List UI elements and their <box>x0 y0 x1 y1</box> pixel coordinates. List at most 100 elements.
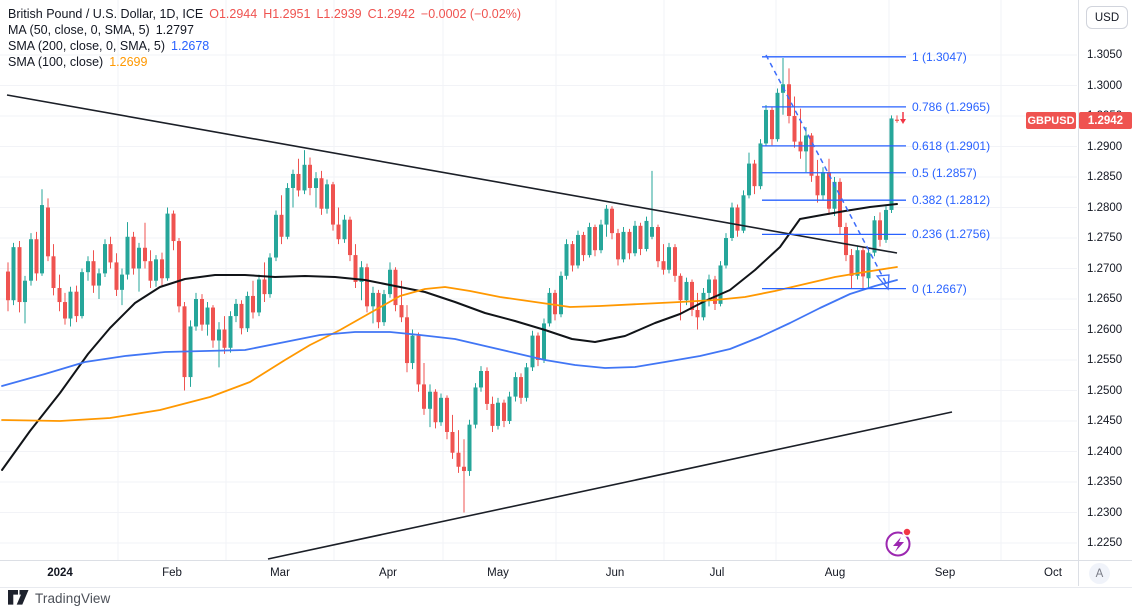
candle-body <box>393 269 398 306</box>
candle-body <box>131 236 136 269</box>
candle-body <box>650 227 654 237</box>
candle-body <box>587 227 592 256</box>
candle-body <box>690 281 694 310</box>
candle-body <box>752 163 757 187</box>
candle-body <box>51 256 56 289</box>
price-tick-label: 1.3050 <box>1087 49 1123 61</box>
trendline[interactable] <box>267 411 953 560</box>
candle-body <box>125 236 130 275</box>
candle-body <box>200 299 204 325</box>
candle-body <box>775 92 780 140</box>
candle-body <box>291 173 295 188</box>
candle-body <box>120 274 124 290</box>
candle-body <box>735 207 740 231</box>
candle-body <box>257 279 261 313</box>
price-tick-label: 1.2350 <box>1087 476 1123 488</box>
candle-body <box>86 261 90 273</box>
candle-body <box>205 307 210 325</box>
ma50-line[interactable] <box>1 203 898 471</box>
price-tick-label: 1.2700 <box>1087 262 1123 275</box>
currency-toggle-button[interactable]: USD <box>1086 6 1128 29</box>
candle-body <box>416 335 421 385</box>
fib-level-label: 0.618 (1.2901) <box>912 138 991 153</box>
candle-body <box>849 255 854 276</box>
change-value: −0.0002 (−0.02%) <box>420 7 521 21</box>
candle-body <box>707 279 711 293</box>
candle-body <box>342 219 347 240</box>
candle-body <box>148 261 153 281</box>
auto-scale-badge[interactable]: A <box>1089 563 1110 584</box>
candle-body <box>513 377 518 397</box>
dashed-trend-arrow[interactable] <box>765 54 887 284</box>
candle-body <box>91 261 96 286</box>
price-tick-label: 1.2600 <box>1087 323 1123 336</box>
candle-body <box>627 231 632 254</box>
price-axis[interactable]: 1.30501.30001.29501.29001.28501.28001.27… <box>1078 0 1132 560</box>
ohlc-high: H1.2951 <box>263 7 311 21</box>
candle-body <box>604 208 609 225</box>
price-tick-label: 1.2400 <box>1087 445 1123 458</box>
candle-body <box>285 187 290 237</box>
candle-body <box>758 143 763 187</box>
candle-body <box>593 227 597 251</box>
candle-body <box>633 225 637 254</box>
indicator-label: SMA (100, close) <box>8 55 104 69</box>
price-chart-canvas[interactable] <box>0 0 1078 560</box>
ohlc-low: L1.2939 <box>316 7 362 21</box>
candle-body <box>519 377 523 398</box>
candle-body <box>103 244 107 274</box>
candle-body <box>17 247 22 303</box>
sma100-line[interactable] <box>1 266 898 422</box>
candle-body <box>308 164 312 188</box>
candle-body <box>878 220 882 240</box>
candle-body <box>889 118 894 210</box>
candle-body <box>74 291 79 317</box>
candle-body <box>302 164 307 191</box>
trendline[interactable] <box>6 94 898 254</box>
candle-body <box>536 335 540 360</box>
candle-body <box>137 247 141 269</box>
candle-body <box>661 261 666 270</box>
candle-body <box>63 302 67 319</box>
candle-body <box>262 279 267 295</box>
candle-body <box>382 294 386 323</box>
symbol-legend-row[interactable]: British Pound / U.S. Dollar, 1D, ICE O1.… <box>8 6 521 22</box>
fib-level-label: 0.786 (1.2965) <box>912 99 991 114</box>
indicator-row-sma100[interactable]: SMA (100, close) 1.2699 <box>8 54 521 70</box>
candle-body <box>456 452 461 467</box>
indicator-label: SMA (200, close, 0, SMA, 5) <box>8 39 166 53</box>
candle-body <box>832 181 837 209</box>
candle-body <box>439 397 443 423</box>
tradingview-attribution[interactable]: TradingView <box>8 590 110 606</box>
candle-body <box>764 109 768 144</box>
time-axis[interactable]: 2024 Feb Mar Apr May Jun Jul Aug Sep Oct <box>0 560 1132 588</box>
candle-body <box>530 335 535 368</box>
candle-body <box>405 317 409 364</box>
candle-body <box>787 84 791 116</box>
candle-body <box>450 431 455 453</box>
time-label-month: Apr <box>379 567 397 579</box>
candle-body <box>222 329 227 348</box>
candle-body <box>23 280 27 303</box>
candle-body <box>644 220 649 249</box>
price-tick-label: 1.2750 <box>1087 232 1123 244</box>
candle-body <box>559 275 563 315</box>
candle-body <box>445 397 449 432</box>
candle-body <box>410 335 415 364</box>
candle-body <box>701 292 706 318</box>
candle-body <box>610 208 614 234</box>
sma200-line[interactable] <box>1 279 898 387</box>
time-label-month: Jul <box>709 567 725 579</box>
indicator-value: 1.2797 <box>155 23 194 37</box>
footer: TradingView <box>0 587 1132 611</box>
candle-body <box>353 255 358 282</box>
candle-body <box>348 219 352 256</box>
time-label-year: 2024 <box>47 567 73 579</box>
candle-body <box>428 391 432 409</box>
indicator-row-ma50[interactable]: MA (50, close, 0, SMA, 5) 1.2797 <box>8 22 521 38</box>
candle-body <box>108 244 113 263</box>
candle-body <box>399 305 404 318</box>
candle-body <box>154 259 158 281</box>
candle-body <box>296 173 301 191</box>
indicator-row-sma200[interactable]: SMA (200, close, 0, SMA, 5) 1.2678 <box>8 38 521 54</box>
